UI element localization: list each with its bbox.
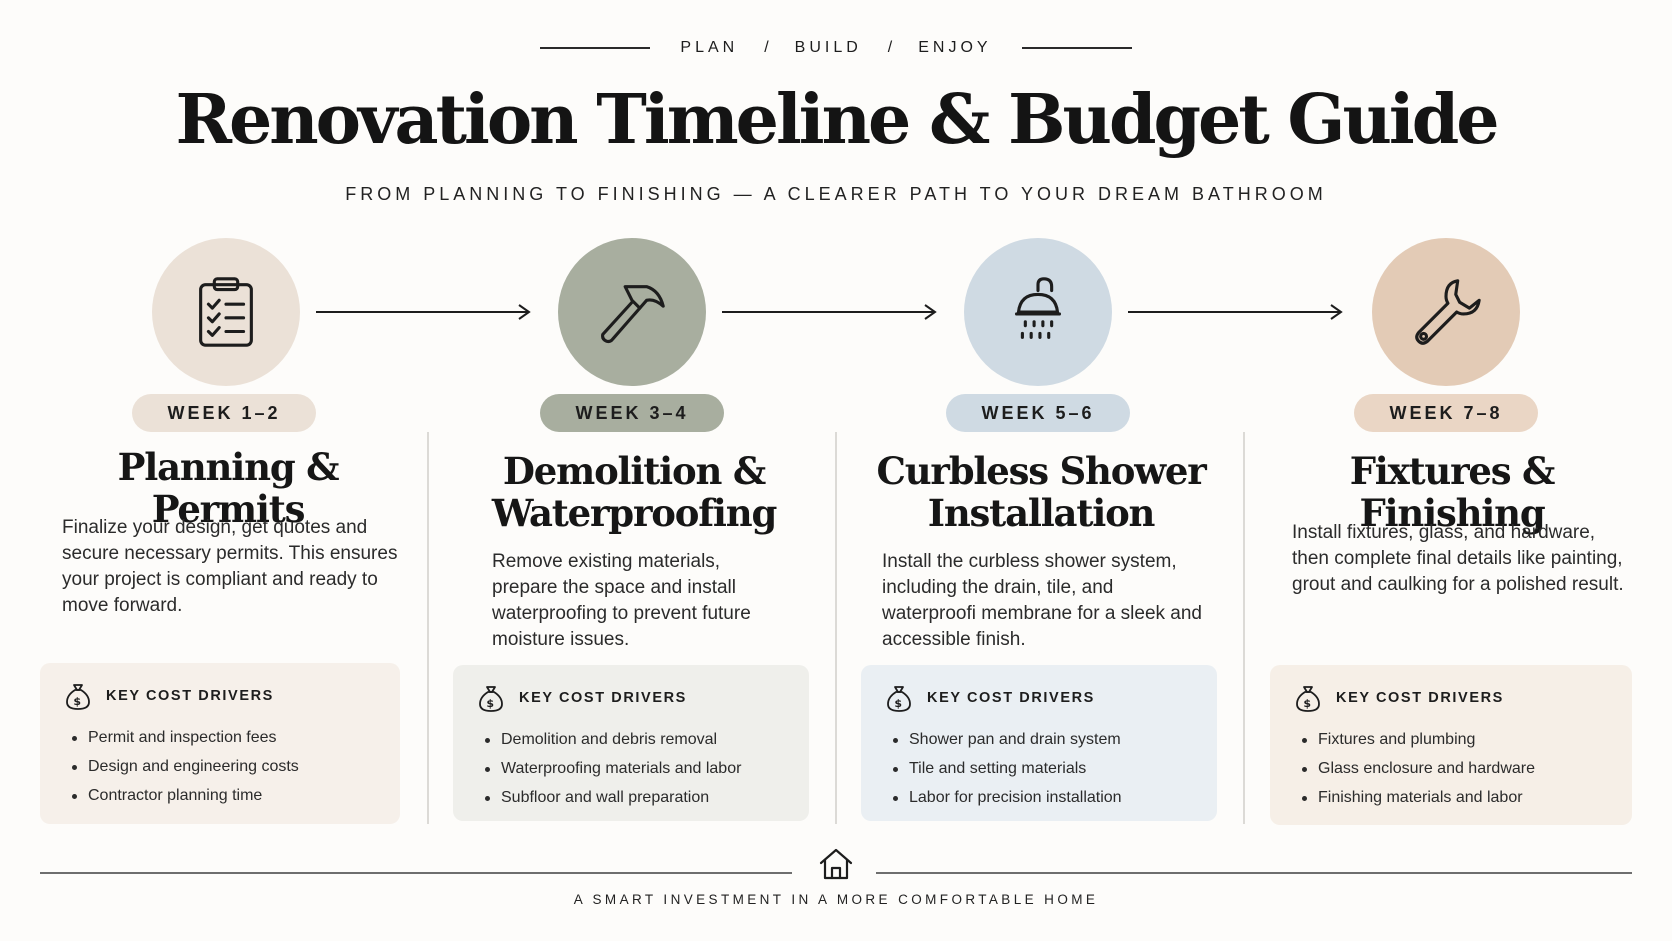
header-kicker: PLAN / BUILD / ENJOY — [0, 36, 1672, 60]
stage-4-week-badge: WEEK 7–8 — [1354, 394, 1538, 432]
stage-2-icon-circle — [558, 238, 706, 386]
kicker-rule-right — [1021, 47, 1132, 49]
clipboard-checklist-icon — [199, 277, 253, 347]
stage-3-title: Curbless Shower Installation — [876, 449, 1206, 535]
cost-drivers-title: KEY COST DRIVERS — [927, 690, 1095, 706]
stage-1-cost-box: $ KEY COST DRIVERS Permit and inspection… — [40, 663, 400, 824]
cost-drivers-list: Permit and inspection fees Design and en… — [64, 723, 378, 810]
cost-item: Labor for precision installation — [893, 783, 1195, 812]
house-icon — [819, 848, 853, 880]
cost-item: Demolition and debris removal — [485, 725, 787, 754]
stage-3-week-badge: WEEK 5–6 — [946, 394, 1130, 432]
cost-drivers-header: $ KEY COST DRIVERS — [885, 683, 1195, 713]
stage-1-week-badge: WEEK 1–2 — [132, 394, 316, 432]
kicker-plan: PLAN — [680, 39, 739, 56]
cost-drivers-title: KEY COST DRIVERS — [519, 690, 687, 706]
cost-drivers-list: Demolition and debris removal Waterproof… — [477, 725, 787, 812]
cost-drivers-header: $ KEY COST DRIVERS — [477, 683, 787, 713]
shower-head-icon — [1014, 277, 1062, 339]
stage-3-description: Install the curbless shower system, incl… — [882, 551, 1202, 650]
page-subtitle: FROM PLANNING TO FINISHING — A CLEARER P… — [345, 184, 1327, 204]
stage-2-description: Remove existing materials, prepare the s… — [492, 551, 751, 650]
kicker-separator: / — [764, 39, 769, 56]
footer-rule-right — [876, 872, 1632, 874]
cost-item: Glass enclosure and hardware — [1302, 754, 1610, 783]
column-divider-3 — [1243, 432, 1245, 824]
cost-item: Tile and setting materials — [893, 754, 1195, 783]
stage-4-description: Install fixtures, glass, and hardware, t… — [1292, 522, 1624, 595]
stage-3-cost-box: $ KEY COST DRIVERS Shower pan and drain … — [861, 665, 1217, 821]
money-bag-icon: $ — [66, 684, 90, 710]
cost-drivers-list: Shower pan and drain system Tile and set… — [885, 725, 1195, 812]
kicker-rule-left — [540, 47, 651, 49]
cost-drivers-list: Fixtures and plumbing Glass enclosure an… — [1294, 725, 1610, 812]
cost-item: Fixtures and plumbing — [1302, 725, 1610, 754]
cost-drivers-title: KEY COST DRIVERS — [106, 688, 274, 704]
column-divider-1 — [427, 432, 429, 824]
cost-item: Subfloor and wall preparation — [485, 783, 787, 812]
kicker-build: BUILD — [794, 39, 862, 56]
stage-2-week-badge: WEEK 3–4 — [540, 394, 724, 432]
page-title: Renovation Timeline & Budget Guide — [175, 80, 1499, 160]
svg-text:$: $ — [1303, 697, 1312, 710]
cost-item: Permit and inspection fees — [72, 723, 378, 752]
stage-3-icon-circle — [964, 238, 1112, 386]
kicker-separator: / — [887, 39, 893, 56]
timeline-arrow-1 — [316, 304, 531, 320]
stage-2-title: Demolition & Waterproofing — [491, 449, 778, 535]
footer-tagline: A SMART INVESTMENT IN A MORE COMFORTABLE… — [573, 892, 1099, 907]
stage-1-title: Planning & Permits — [117, 445, 340, 531]
cost-item: Design and engineering costs — [72, 752, 378, 781]
kicker-enjoy: ENJOY — [918, 39, 992, 56]
stage-1-icon-circle — [152, 238, 300, 386]
cost-item: Waterproofing materials and labor — [485, 754, 787, 783]
column-divider-2 — [835, 432, 837, 824]
stage-4-cost-box: $ KEY COST DRIVERS Fixtures and plumbing… — [1270, 665, 1632, 825]
svg-text:$: $ — [486, 697, 495, 710]
cost-drivers-header: $ KEY COST DRIVERS — [64, 681, 378, 711]
timeline-arrow-3 — [1128, 304, 1343, 320]
cost-item: Shower pan and drain system — [893, 725, 1195, 754]
money-bag-icon: $ — [1296, 686, 1320, 712]
footer-rule-left — [40, 872, 792, 874]
cost-drivers-header: $ KEY COST DRIVERS — [1294, 683, 1610, 713]
timeline-arrow-2 — [722, 304, 937, 320]
cost-item: Finishing materials and labor — [1302, 783, 1610, 812]
svg-text:$: $ — [894, 697, 903, 710]
cost-drivers-title: KEY COST DRIVERS — [1336, 690, 1504, 706]
stage-1-description: Finalize your design, get quotes and sec… — [62, 517, 398, 616]
stage-2-cost-box: $ KEY COST DRIVERS Demolition and debris… — [453, 665, 809, 821]
wrench-icon — [1415, 279, 1481, 345]
stage-4-icon-circle — [1372, 238, 1520, 386]
money-bag-icon: $ — [887, 686, 911, 712]
kicker-text: PLAN / BUILD / ENJOY — [680, 39, 991, 57]
cost-item: Contractor planning time — [72, 781, 378, 810]
svg-text:$: $ — [73, 695, 82, 708]
stage-4-title: Fixtures & Finishing — [1349, 449, 1556, 535]
hammer-icon — [601, 285, 665, 344]
money-bag-icon: $ — [479, 686, 503, 712]
